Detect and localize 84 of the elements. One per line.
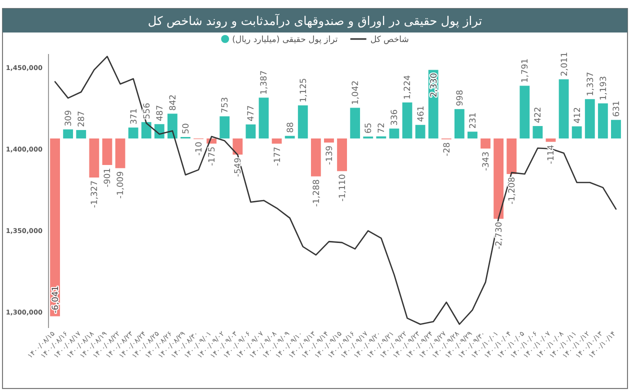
data-label: 412 — [572, 107, 583, 124]
bar — [167, 114, 178, 138]
data-label: -901 — [103, 168, 114, 188]
data-label: 1,337 — [586, 72, 596, 96]
chart-title: تراز پول حقیقی در اوراق و صندوقهای درآمدثابت و روند شاخص کل — [148, 13, 482, 28]
bar — [258, 98, 269, 138]
bar — [402, 102, 412, 138]
bar — [298, 105, 308, 138]
data-label: 65 — [364, 122, 374, 134]
data-label: 2,011 — [560, 52, 570, 76]
bar — [337, 138, 347, 172]
bar — [494, 138, 504, 219]
data-label: -28 — [442, 142, 452, 156]
data-label: 1,193 — [598, 76, 609, 100]
data-label: 422 — [534, 106, 544, 124]
data-label: -1,009 — [116, 171, 126, 199]
bar — [220, 116, 230, 138]
data-label: 371 — [129, 108, 140, 125]
bar — [350, 108, 360, 138]
data-label: 631 — [612, 100, 622, 117]
data-label: -343 — [482, 152, 492, 171]
data-label: 998 — [455, 90, 466, 106]
data-label: -114 — [546, 144, 557, 164]
data-label: -1,208 — [508, 177, 518, 204]
data-label: 1,387 — [260, 70, 270, 95]
bar — [520, 86, 530, 138]
bar — [310, 138, 321, 176]
data-label: 753 — [220, 97, 231, 114]
bar — [50, 138, 60, 316]
legend-label: تراز پول حقیقی (میلیارد ریال) — [232, 35, 338, 45]
bar — [546, 138, 556, 142]
bar — [102, 138, 112, 165]
data-label: 461 — [416, 106, 426, 122]
bar — [468, 132, 478, 138]
data-label: -1,288 — [312, 179, 322, 207]
title: تراز پول حقیقی در اوراق و صندوقهای درآمدثابت و روند شاخص کل — [2, 8, 628, 32]
data-label: 556 — [142, 102, 152, 120]
data-label: -549 — [234, 158, 244, 177]
data-label: 1,125 — [298, 78, 309, 102]
bar — [324, 138, 334, 143]
legend-label: شاخص کل — [370, 35, 409, 45]
data-label: 72 — [377, 122, 388, 134]
bar — [284, 136, 295, 138]
data-label: -1,327 — [90, 180, 100, 208]
data-label: 309 — [64, 110, 74, 126]
data-label: 287 — [77, 110, 88, 128]
data-label: -139 — [324, 146, 335, 165]
bar — [389, 128, 400, 138]
data-label: 231 — [468, 112, 478, 129]
bar — [89, 138, 100, 178]
bar — [572, 126, 582, 138]
data-label: 487 — [155, 104, 166, 122]
data-label: -1,110 — [338, 174, 348, 202]
bar — [532, 126, 543, 138]
bar — [76, 130, 86, 138]
bar — [611, 120, 621, 138]
data-label: -2,730 — [494, 222, 505, 250]
bar — [558, 79, 569, 138]
data-label: -10 — [194, 142, 205, 156]
bar — [115, 138, 126, 168]
bar — [454, 109, 464, 138]
data-label: 2,330 — [429, 72, 440, 98]
data-label: 1,224 — [403, 75, 414, 100]
bar — [598, 103, 608, 138]
data-label: -175 — [208, 146, 218, 166]
bar — [415, 124, 426, 138]
data-label: 477 — [246, 105, 257, 122]
bar — [480, 138, 490, 149]
data-label: 842 — [168, 94, 178, 111]
data-label: 50 — [181, 123, 192, 134]
data-label: 336 — [390, 109, 400, 126]
data-label: -6,041 — [51, 286, 62, 314]
bar — [272, 138, 282, 144]
bar — [232, 138, 243, 155]
bar — [63, 129, 74, 138]
data-label: 1,791 — [520, 58, 531, 83]
bar — [141, 122, 152, 138]
data-label: -177 — [272, 146, 283, 166]
bar — [128, 128, 138, 138]
bar — [584, 99, 595, 138]
data-label: 88 — [286, 122, 296, 133]
data-label: 1,042 — [351, 80, 362, 105]
bar — [506, 138, 517, 174]
bar — [246, 124, 256, 138]
